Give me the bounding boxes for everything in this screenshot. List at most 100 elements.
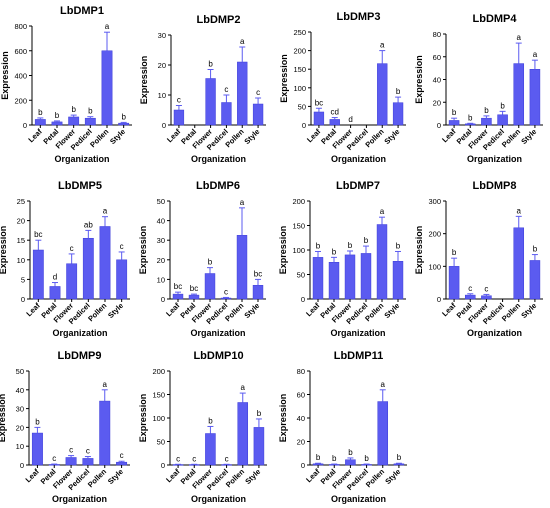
significance-label-pollen: a <box>517 33 522 42</box>
y-tick-label: 0 <box>302 121 306 130</box>
significance-label-flower: d <box>348 115 352 124</box>
bar-style <box>116 259 128 300</box>
bar-petal <box>49 286 61 300</box>
significance-label-pedicel: b <box>88 107 93 116</box>
significance-label-petal: c <box>468 284 472 293</box>
significance-label-pedicel: b <box>500 101 505 110</box>
significance-label-style: b <box>396 87 401 96</box>
y-tick-label: 200 <box>14 96 27 105</box>
chart-title: LbDMP6 <box>196 180 240 192</box>
x-tick-label-pollen: Pollen <box>500 301 523 324</box>
y-tick-label: 600 <box>14 47 27 56</box>
significance-label-style: bc <box>254 269 262 278</box>
chart-title: LbDMP3 <box>337 11 381 23</box>
bar-pedicel <box>82 458 94 466</box>
y-axis-title: Expression <box>0 51 10 100</box>
significance-label-flower: c <box>69 446 73 455</box>
y-tick-label: 100 <box>428 262 441 271</box>
y-tick-label: 80 <box>433 30 441 39</box>
chart-title: LbDMP11 <box>334 350 384 362</box>
significance-label-leaf: c <box>176 454 180 463</box>
significance-label-style: b <box>533 245 538 254</box>
x-tick-label-pollen: Pollen <box>363 301 386 324</box>
y-tick-label: 30 <box>16 405 24 414</box>
bar-flower <box>481 117 492 126</box>
significance-label-petal: b <box>55 111 60 120</box>
significance-label-pollen: a <box>240 37 245 46</box>
y-tick-label: 800 <box>14 22 27 31</box>
y-tick-label: 0 <box>161 295 165 304</box>
x-tick-label-pollen: Pollen <box>86 301 109 324</box>
y-tick-label: 150 <box>152 391 165 400</box>
x-axis-title: Organization <box>191 154 246 164</box>
y-axis-title: Expression <box>138 394 148 443</box>
significance-label-leaf: b <box>35 417 40 426</box>
y-axis-title: Expression <box>0 226 8 275</box>
y-tick-label: 60 <box>433 53 441 62</box>
y-axis-title: Expression <box>414 226 424 275</box>
y-tick-label: 60 <box>297 391 305 400</box>
y-tick-label: 0 <box>20 461 24 470</box>
bar-style <box>252 103 264 126</box>
significance-label-pollen: a <box>380 207 385 216</box>
y-tick-label: 300 <box>428 197 441 206</box>
x-axis-title: Organization <box>190 328 245 338</box>
y-axis-title: Expression <box>278 226 288 275</box>
y-tick-label: 20 <box>297 438 305 447</box>
y-tick-label: 200 <box>292 197 305 206</box>
y-tick-label: 10 <box>16 442 24 451</box>
x-axis-title: Organization <box>467 154 522 164</box>
bar-leaf <box>313 111 325 126</box>
y-tick-label: 10 <box>157 275 165 284</box>
significance-label-leaf: c <box>177 96 181 105</box>
significance-label-flower: b <box>208 258 213 267</box>
x-tick-label-pollen: Pollen <box>224 467 247 490</box>
chart-title: LbDMP9 <box>58 350 102 362</box>
chart-title: LbDMP1 <box>60 5 104 17</box>
y-tick-label: 200 <box>293 47 306 56</box>
bar-petal <box>328 262 340 300</box>
x-tick-label-style: Style <box>106 301 125 320</box>
bar-style <box>392 261 404 300</box>
significance-label-flower: b <box>71 105 76 114</box>
significance-label-leaf: b <box>316 453 321 462</box>
significance-label-style: a <box>533 50 538 59</box>
x-tick-label-pollen: Pollen <box>363 127 386 150</box>
bar-pollen <box>99 226 111 300</box>
y-tick-label: 0 <box>301 461 305 470</box>
y-tick-label: 0 <box>21 295 25 304</box>
bar-petal <box>188 294 200 300</box>
y-tick-label: 30 <box>158 31 166 40</box>
significance-label-petal: b <box>468 113 473 122</box>
bar-leaf <box>32 249 44 300</box>
bar-style <box>116 461 128 466</box>
significance-label-pedicel: b <box>364 236 369 245</box>
y-tick-label: 10 <box>158 91 166 100</box>
y-tick-label: 100 <box>152 414 165 423</box>
x-axis-title: Organization <box>191 494 246 504</box>
chart-panel-lbdmp6: LbDMP601020304050ExpressionbcLeafbcPetal… <box>138 180 266 338</box>
x-tick-label-style: Style <box>519 127 538 146</box>
significance-label-pedicel: c <box>224 85 228 94</box>
y-tick-label: 150 <box>293 65 306 74</box>
y-tick-label: 0 <box>23 121 27 130</box>
significance-label-petal: d <box>53 273 57 282</box>
bar-flower <box>68 116 80 126</box>
significance-label-pollen: a <box>103 207 108 216</box>
y-tick-label: 40 <box>297 414 305 423</box>
significance-label-flower: b <box>208 416 213 425</box>
significance-label-flower: b <box>484 106 489 115</box>
y-axis-title: Expression <box>414 55 424 104</box>
significance-label-petal: bc <box>190 284 198 293</box>
x-tick-label-pollen: Pollen <box>86 467 109 490</box>
x-axis-title: Organization <box>330 328 385 338</box>
significance-label-leaf: b <box>38 108 43 117</box>
y-tick-label: 20 <box>17 217 25 226</box>
bar-petal <box>51 121 63 126</box>
significance-label-leaf: b <box>452 108 457 117</box>
chart-panel-lbdmp4: LbDMP4020406080ExpressionbLeafbPetalbFlo… <box>414 13 543 164</box>
y-tick-label: 0 <box>161 461 165 470</box>
